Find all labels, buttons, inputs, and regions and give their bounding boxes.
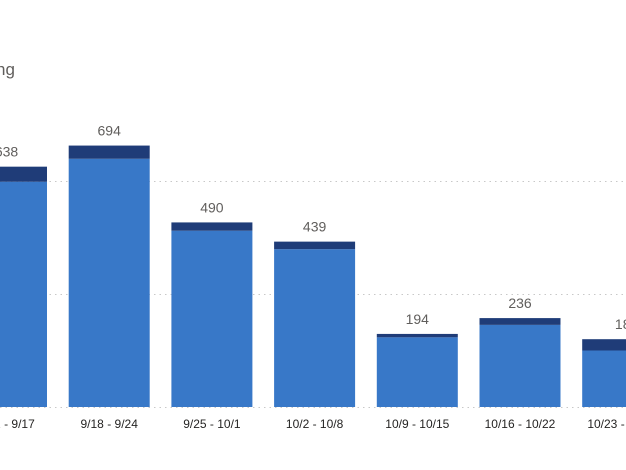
chart-title: ng: [0, 60, 15, 79]
bar-segment-series-2[interactable]: [376, 333, 458, 338]
data-label: 439: [303, 219, 327, 235]
data-label: 694: [98, 123, 122, 139]
data-label: 236: [508, 295, 532, 311]
x-tick-label: 9/18 - 9/24: [81, 417, 139, 431]
bar-segment-series-2[interactable]: [582, 339, 626, 351]
data-label: 194: [406, 311, 430, 327]
bar-segment-series-1[interactable]: [479, 324, 561, 407]
bar-segment-series-1[interactable]: [376, 337, 458, 407]
data-label: 490: [200, 199, 224, 215]
x-tick-label: 10/23 - 10/29: [587, 417, 626, 431]
bar-segment-series-2[interactable]: [68, 145, 150, 159]
bar-segment-series-2[interactable]: [479, 318, 561, 325]
bar-segment-series-1[interactable]: [582, 350, 626, 407]
bar-segment-series-2[interactable]: [171, 222, 253, 231]
data-labels: 638 694 490 439 194 236 18: [0, 123, 626, 333]
x-axis-tick-labels: 9/11 - 9/17 9/18 - 9/24 9/25 - 10/1 10/2 - …: [0, 417, 626, 431]
bar-segment-series-2[interactable]: [274, 241, 356, 250]
bar-segment-series-1[interactable]: [68, 158, 150, 407]
x-tick-label: 9/11 - 9/17: [0, 417, 35, 431]
bar-segment-series-1[interactable]: [0, 181, 47, 407]
x-tick-label: 10/2 - 10/8: [286, 417, 344, 431]
data-label: 638: [0, 144, 18, 160]
x-tick-label: 10/16 - 10/22: [485, 417, 556, 431]
bar-segment-series-1[interactable]: [171, 230, 253, 407]
bar-segment-series-2[interactable]: [0, 166, 47, 182]
bars: [0, 145, 626, 407]
data-label: 18: [615, 316, 626, 332]
x-tick-label: 9/25 - 10/1: [183, 417, 241, 431]
bar-segment-series-1[interactable]: [274, 249, 356, 407]
x-tick-label: 10/9 - 10/15: [385, 417, 449, 431]
